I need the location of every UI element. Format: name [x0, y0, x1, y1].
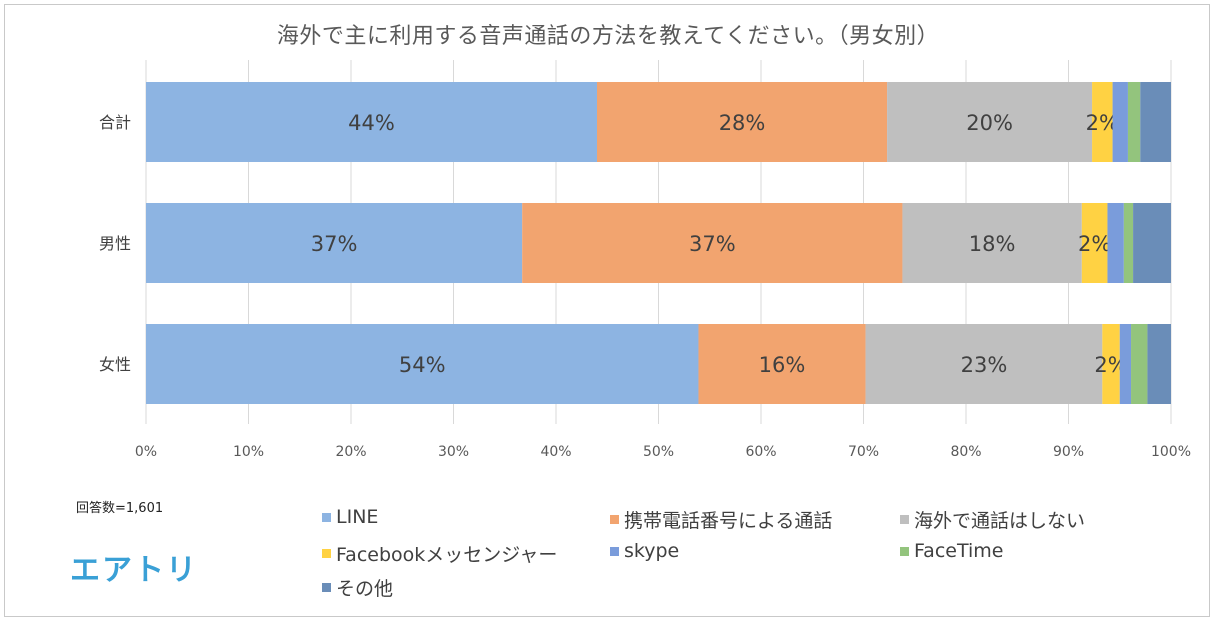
bar-segment [698, 324, 866, 404]
bar-segment [146, 82, 597, 162]
bar-segment [1092, 82, 1113, 162]
x-tick-label: 60% [745, 444, 776, 460]
legend-label: その他 [336, 578, 394, 600]
category-label: 合計 [99, 113, 131, 132]
x-tick-label: 100% [1151, 444, 1191, 460]
airtrip-logo: エアトリ [70, 553, 198, 588]
bar-segment [1123, 203, 1134, 283]
bar-segment [1131, 324, 1148, 404]
category-label: 男性 [99, 234, 131, 253]
bar-segment [146, 203, 523, 283]
data-label: 16% [759, 353, 806, 377]
legend-label: FaceTime [914, 540, 1004, 562]
bar-segment [1081, 203, 1108, 283]
category-label: 女性 [99, 355, 131, 374]
legend-label: LINE [336, 506, 379, 528]
x-tick-label: 10% [233, 444, 264, 460]
bar-segment [597, 82, 888, 162]
legend-swatch [610, 546, 619, 556]
x-tick-label: 50% [643, 444, 674, 460]
legend-item: LINE [322, 506, 378, 528]
legend-swatch [900, 546, 909, 556]
x-tick-label: 90% [1053, 444, 1084, 460]
data-label: 2% [1078, 232, 1111, 256]
bar-segment [146, 324, 699, 404]
bar-segment [1119, 324, 1132, 404]
data-label: 18% [969, 232, 1016, 256]
x-tick-labels: 0% 10% 20% 30% 40% 50% 60% 70% 80% 90% 100% [135, 444, 1191, 460]
bar-segment [1107, 203, 1124, 283]
bars-group: 44% 28% 20% 2%37% 37% 18% 2%54% 16% 23% 2% [146, 82, 1171, 404]
answer-count: 回答数=1,601 [76, 501, 164, 516]
legend-item: FaceTime [900, 540, 1003, 562]
x-tick-label: 20% [335, 444, 366, 460]
chart-title: 海外で主に利用する音声通話の方法を教えてください。（男女別） [276, 24, 940, 49]
x-tick-label: 80% [950, 444, 981, 460]
data-label: 20% [966, 111, 1013, 135]
bar-segment [522, 203, 903, 283]
x-tick-label: 0% [135, 444, 157, 460]
bar-segment [887, 82, 1093, 162]
legend-item: 携帯電話番号による通話 [610, 506, 832, 533]
bar-segment [1140, 82, 1171, 162]
legend-label: Facebookメッセンジャー [336, 544, 558, 566]
data-label: 28% [719, 111, 766, 135]
legend-item: 海外で通話はしない [900, 506, 1085, 533]
legend-item: その他 [322, 574, 393, 601]
bar-segment [1133, 203, 1171, 283]
legend-swatch [900, 515, 909, 524]
bar-segment [1127, 82, 1141, 162]
data-label: 37% [689, 232, 736, 256]
legend-item: Facebookメッセンジャー [322, 540, 557, 567]
legend-swatch [322, 512, 331, 522]
legend-swatch [322, 583, 331, 592]
data-label: 37% [311, 232, 358, 256]
bar-segment [865, 324, 1103, 404]
legend-label: 携帯電話番号による通話 [624, 510, 833, 532]
x-tick-label: 70% [848, 444, 879, 460]
data-label: 23% [961, 353, 1008, 377]
x-tick-label: 30% [438, 444, 469, 460]
legend-label: skype [624, 540, 680, 562]
legend-swatch [322, 549, 331, 558]
bar-segment [1147, 324, 1171, 404]
legend-item: skype [610, 540, 679, 562]
bar-segment [1112, 82, 1128, 162]
x-tick-label: 40% [540, 444, 571, 460]
stacked-bar-chart: 44% 28% 20% 2%37% 37% 18% 2%54% 16% 23% 2% 合計男性女性… [99, 60, 1191, 460]
data-label: 44% [348, 111, 395, 135]
legend-label: 海外で通話はしない [914, 510, 1086, 532]
bar-segment [1102, 324, 1120, 404]
bar-segment [902, 203, 1082, 283]
legend-swatch [610, 515, 619, 524]
data-label: 54% [399, 353, 446, 377]
